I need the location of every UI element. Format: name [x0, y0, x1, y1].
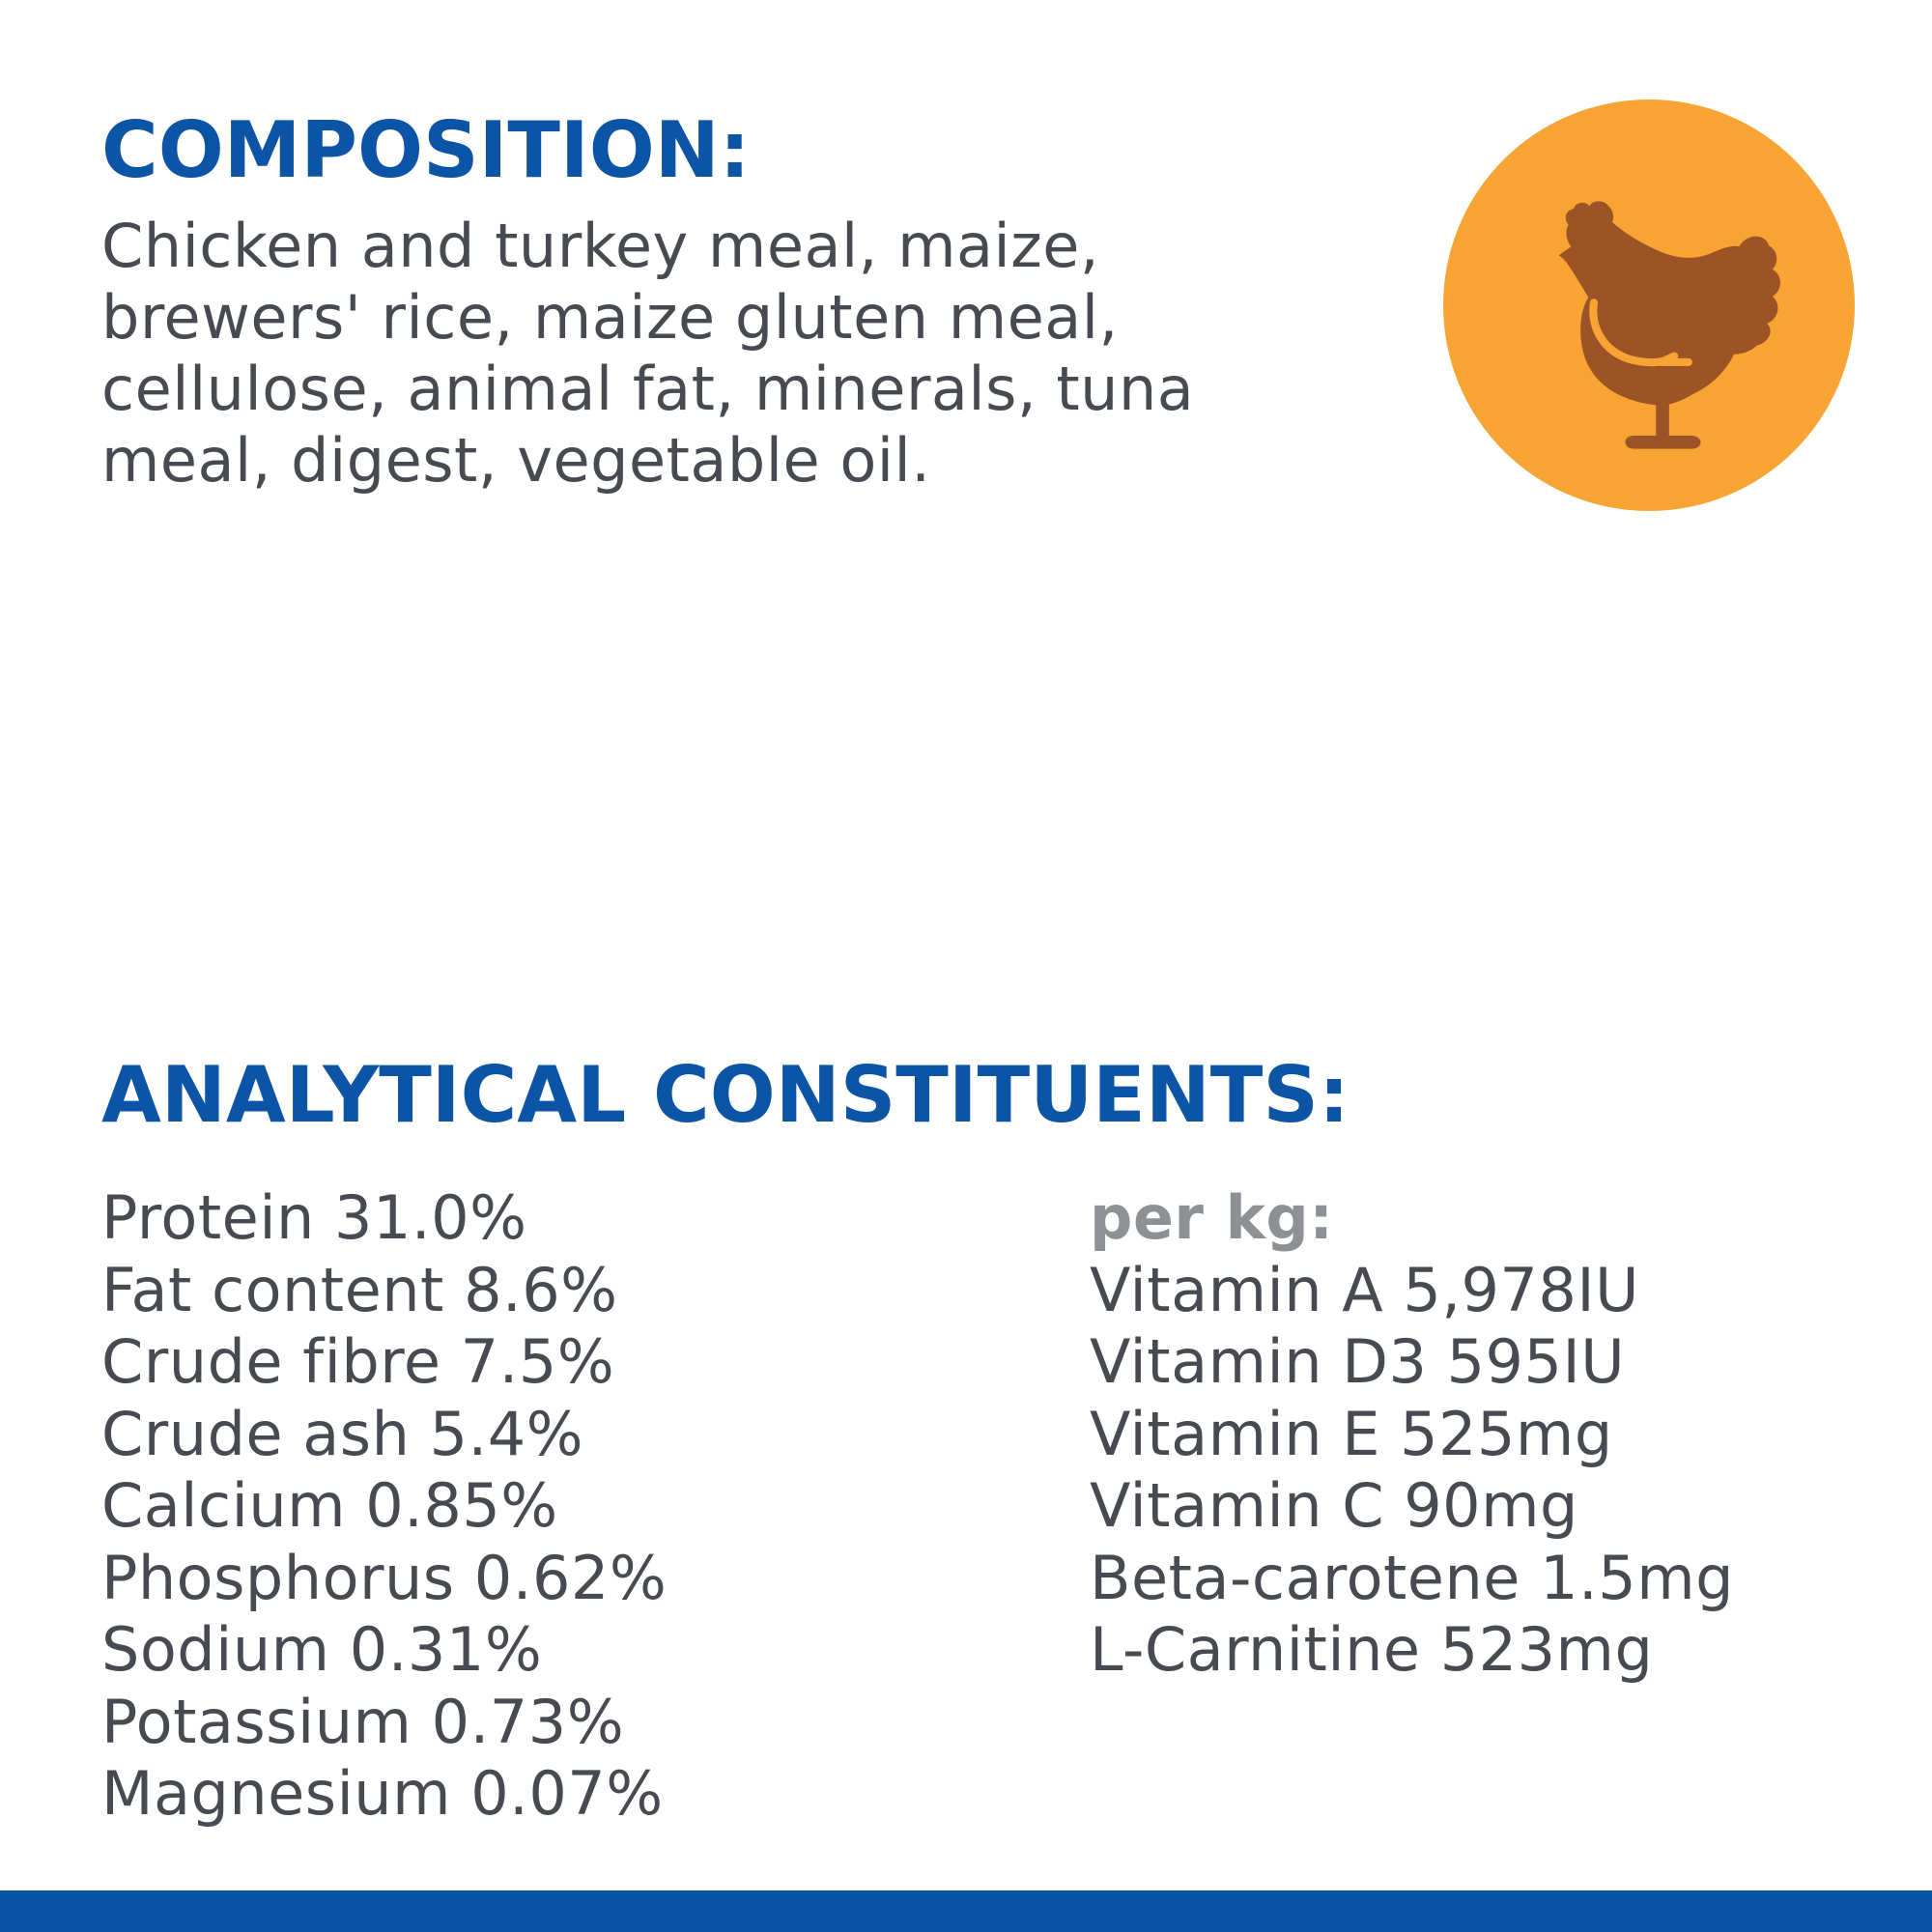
analytical-item-beta-carotene: Beta-carotene 1.5mg — [1090, 1542, 1734, 1613]
analytical-item-calcium: Calcium 0.85% — [101, 1470, 558, 1541]
analytical-item-magnesium: Magnesium 0.07% — [101, 1758, 664, 1829]
analytical-item-fibre: Crude fibre 7.5% — [101, 1326, 615, 1397]
per-kg-label: per kg: — [1090, 1182, 1334, 1253]
analytical-item-vitamin-a: Vitamin A 5,978IU — [1090, 1254, 1639, 1325]
analytical-heading: ANALYTICAL CONSTITUENTS: — [101, 1050, 1350, 1140]
analytical-item-vitamin-c: Vitamin C 90mg — [1090, 1470, 1578, 1541]
composition-heading: COMPOSITION: — [101, 105, 751, 195]
chicken-badge — [1443, 99, 1855, 511]
composition-line: Chicken and turkey meal, maize, — [101, 211, 1100, 281]
analytical-item-vitamin-e: Vitamin E 525mg — [1090, 1398, 1613, 1469]
footer-bar — [0, 1890, 1932, 1932]
composition-line: brewers' rice, maize gluten meal, — [101, 282, 1119, 353]
analytical-item-fat: Fat content 8.6% — [101, 1254, 618, 1325]
analytical-item-ash: Crude ash 5.4% — [101, 1398, 584, 1469]
composition-line: meal, digest, vegetable oil. — [101, 425, 931, 496]
composition-body: Chicken and turkey meal, maize, brewers'… — [101, 211, 1194, 497]
composition-line: cellulose, animal fat, minerals, tuna — [101, 354, 1195, 424]
analytical-item-vitamin-d3: Vitamin D3 595IU — [1090, 1326, 1626, 1397]
analytical-left-column: Protein 31.0% Fat content 8.6% Crude fib… — [101, 1182, 667, 1831]
analytical-item-l-carnitine: L-Carnitine 523mg — [1090, 1614, 1654, 1685]
analytical-item-potassium: Potassium 0.73% — [101, 1686, 625, 1757]
chicken-icon — [1558, 201, 1780, 449]
analytical-right-column: per kg: Vitamin A 5,978IU Vitamin D3 595… — [1090, 1182, 1734, 1687]
analytical-item-phosphorus: Phosphorus 0.62% — [101, 1542, 668, 1613]
analytical-item-protein: Protein 31.0% — [101, 1182, 527, 1253]
analytical-item-sodium: Sodium 0.31% — [101, 1614, 543, 1685]
